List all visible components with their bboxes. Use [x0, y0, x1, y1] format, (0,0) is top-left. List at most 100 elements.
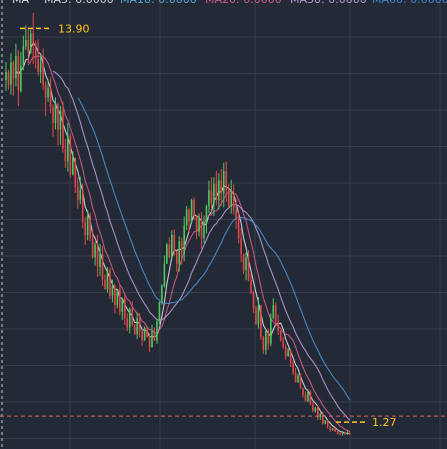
candle-body [309, 391, 312, 405]
candle-body [307, 391, 309, 402]
legend-item-ma30: MA30: 0.0000 [290, 0, 367, 6]
candle-body [94, 244, 96, 258]
candle-body [166, 244, 168, 264]
candle-body [133, 324, 136, 335]
candle-body [334, 428, 336, 432]
candle-body [203, 222, 205, 239]
candle-body [195, 215, 198, 232]
candle-body [213, 183, 215, 204]
candle-body [34, 43, 37, 60]
candle-body [153, 330, 156, 341]
candle-body [22, 46, 25, 66]
candle-body [240, 238, 242, 255]
candle-body [230, 193, 233, 207]
candle-body [116, 289, 119, 306]
candle-body [294, 372, 297, 383]
candle-body [42, 62, 44, 85]
candle-body [111, 286, 114, 296]
candle-body [72, 158, 74, 175]
candle-body [168, 244, 171, 258]
legend-item-ma20: MA20: 0.0000 [205, 0, 282, 6]
candles [5, 12, 351, 436]
candle-body [302, 388, 304, 395]
candle-body [32, 33, 35, 44]
candle-body [304, 394, 307, 402]
candle-body [180, 241, 183, 255]
candle-body [54, 103, 57, 124]
candle-body [270, 318, 272, 344]
candle-body [12, 62, 15, 79]
candle-body [126, 318, 129, 328]
candle-body [81, 190, 84, 223]
candle-body [319, 414, 322, 418]
candle-body [84, 222, 86, 235]
candle-body [336, 431, 339, 434]
candle-body [114, 286, 116, 306]
candle-body [289, 350, 292, 363]
candle-body [329, 426, 332, 431]
candle-body [178, 241, 181, 264]
candle-body [317, 407, 319, 418]
candle-body [185, 209, 188, 226]
candle-body [10, 62, 12, 85]
candle-body [64, 148, 67, 162]
candle-body [27, 39, 30, 53]
candle-body [344, 432, 346, 434]
candle-body [260, 305, 262, 338]
candle-body [86, 215, 89, 235]
candle-body [96, 244, 99, 267]
ma-line-ma60 [77, 97, 351, 401]
candle-body [339, 433, 341, 435]
candle-body [208, 190, 210, 207]
candle-body [17, 55, 20, 92]
moving-average-lines [15, 42, 351, 435]
candle-body [255, 308, 257, 325]
candle-body [232, 193, 235, 210]
candle-body [161, 286, 163, 303]
candle-body [138, 318, 141, 331]
candle-body [119, 289, 121, 312]
candle-body [29, 33, 32, 53]
candle-body [297, 375, 299, 383]
candle-body [188, 209, 190, 223]
low-price-label: 1.27 [372, 416, 397, 429]
candle-body [109, 270, 111, 296]
candle-body [163, 263, 166, 287]
candle-body [37, 59, 39, 72]
candle-body [225, 171, 228, 191]
candle-body [292, 362, 294, 373]
candle-body [128, 308, 131, 328]
candle-body [321, 414, 324, 424]
candle-body [101, 254, 104, 280]
candle-body [106, 270, 109, 290]
candle-body [287, 350, 289, 357]
legend-item-ma10: MA10: 0.0000 [120, 0, 197, 6]
candle-body [349, 433, 351, 435]
ma-line-ma5 [15, 42, 351, 435]
candle-body [151, 330, 153, 347]
candle-body [57, 103, 59, 130]
candle-body [341, 432, 344, 435]
candle-body [205, 206, 208, 223]
candle-body [314, 407, 317, 411]
candle-body [148, 337, 151, 347]
candle-body [141, 330, 143, 341]
high-price-label: 13.90 [58, 22, 90, 35]
candle-body [91, 238, 94, 258]
candle-body [76, 187, 79, 200]
ma-line-ma10 [27, 55, 351, 433]
candle-body [47, 87, 49, 98]
ma-line-ma20 [52, 70, 351, 421]
candle-body [237, 219, 240, 239]
candle-body [265, 330, 267, 351]
candle-body [62, 110, 64, 149]
candle-body [44, 84, 47, 98]
candle-body [279, 330, 282, 341]
candle-body [272, 305, 275, 319]
candle-body [59, 110, 62, 130]
candle-body [20, 65, 22, 92]
candle-body [67, 135, 69, 162]
candle-body [104, 279, 106, 290]
